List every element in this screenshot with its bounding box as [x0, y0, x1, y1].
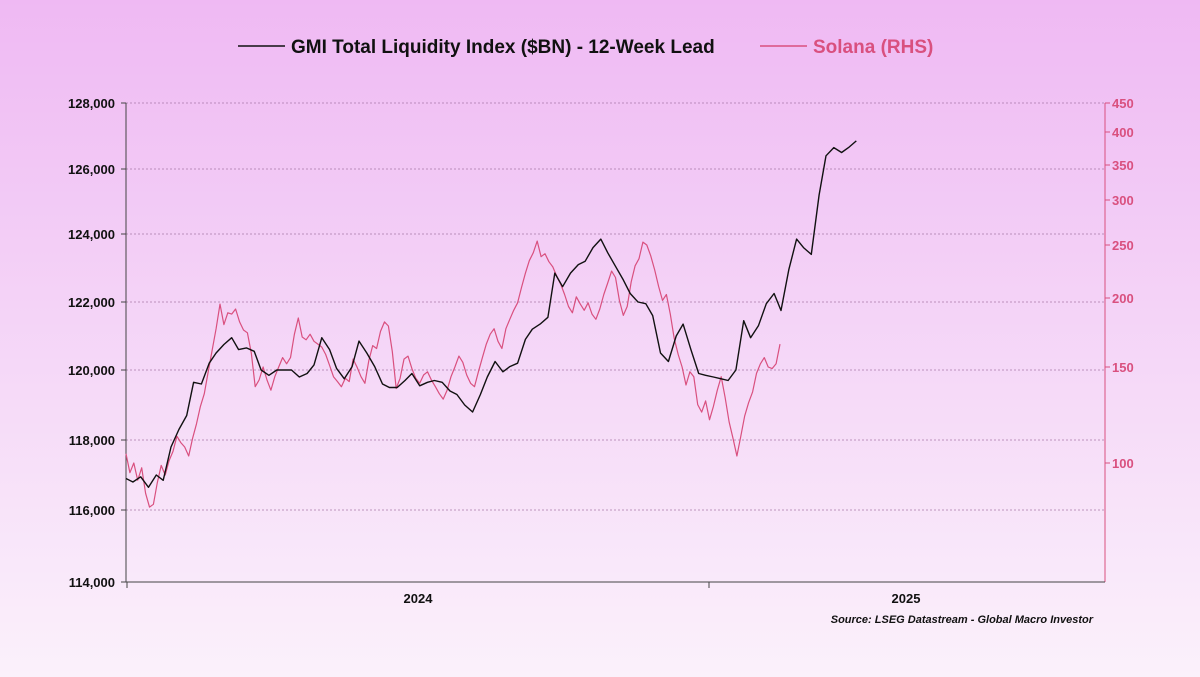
gmi-liquidity-series-line — [125, 140, 857, 488]
y2-tick-label: 100 — [1112, 456, 1134, 471]
x-tick-label: 2024 — [404, 591, 434, 606]
y-tick-label: 120,000 — [68, 363, 115, 378]
source-note: Source: LSEG Datastream - Global Macro I… — [831, 614, 1094, 626]
y-tick-label: 126,000 — [68, 162, 115, 177]
left-axis-ticks: 114,000 116,000 118,000 120,000 122,000 … — [68, 96, 126, 590]
axes — [125, 103, 1106, 588]
y-tick-label: 118,000 — [69, 433, 115, 448]
y2-tick-label: 400 — [1112, 125, 1134, 140]
legend: GMI Total Liquidity Index ($BN) - 12-Wee… — [238, 37, 933, 58]
y2-tick-label: 350 — [1112, 158, 1134, 173]
y2-tick-label: 250 — [1112, 238, 1134, 253]
y-tick-label: 116,000 — [69, 503, 115, 518]
y-tick-label: 122,000 — [68, 295, 115, 310]
x-axis-ticks: 2024 2025 — [404, 591, 921, 606]
x-tick-label: 2025 — [892, 591, 921, 606]
y2-tick-label: 150 — [1112, 360, 1134, 375]
y-tick-label: 128,000 — [68, 96, 115, 111]
right-axis-ticks: 100 150 200 250 300 350 400 450 — [1105, 96, 1134, 471]
gridlines — [126, 102, 1105, 511]
y-tick-label: 114,000 — [69, 575, 115, 590]
plot-area — [125, 140, 857, 508]
y2-tick-label: 300 — [1112, 193, 1134, 208]
y-tick-label: 124,000 — [68, 227, 115, 242]
legend-label-gmi: GMI Total Liquidity Index ($BN) - 12-Wee… — [291, 37, 715, 58]
legend-label-solana: Solana (RHS) — [813, 37, 933, 58]
y2-tick-label: 200 — [1112, 291, 1134, 306]
solana-series-line — [125, 240, 781, 508]
y2-tick-label: 450 — [1112, 96, 1134, 111]
